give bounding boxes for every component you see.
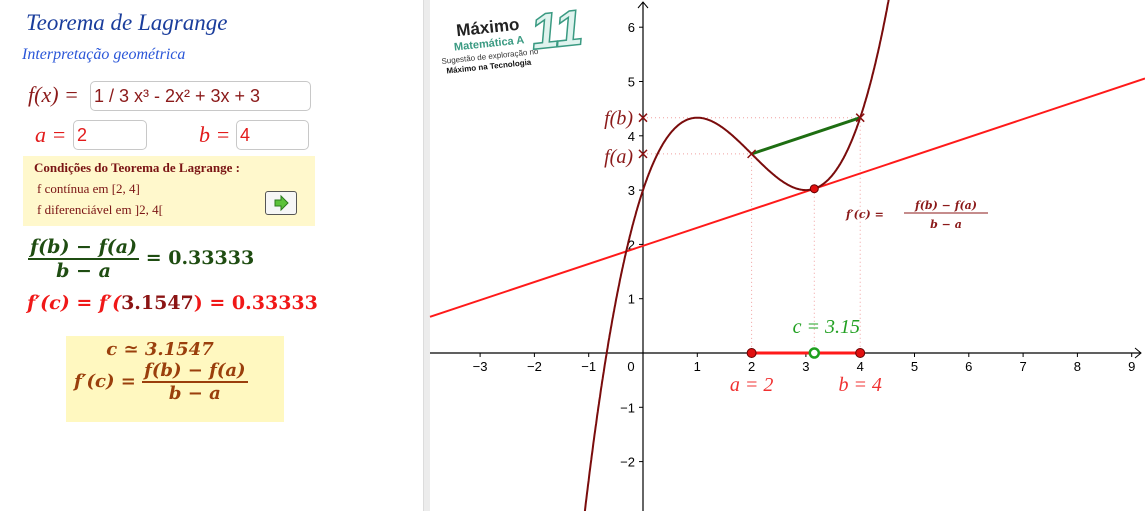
- function-input[interactable]: [90, 81, 311, 111]
- y-tick-label: −1: [620, 400, 635, 415]
- a-label: a =: [35, 122, 67, 147]
- fa-axis-mark: [638, 149, 648, 159]
- point-a: [746, 348, 757, 358]
- y-tick-label: −2: [620, 455, 635, 470]
- tangent-line: [429, 77, 1145, 318]
- x-tick-label: 7: [1019, 359, 1026, 374]
- secant-value: = 0.33333: [145, 247, 255, 269]
- c-approx: c ≃ 3.1547: [106, 339, 214, 360]
- x-tick-label: 1: [694, 359, 701, 374]
- logo-number: 11: [527, 0, 586, 61]
- y-tick-label: 1: [628, 292, 635, 307]
- arrow-right-icon: [274, 194, 289, 212]
- condition-continuous: f contínua em [2, 4]: [37, 181, 140, 196]
- conditions-panel: Condições do Teorema de Lagrange : f con…: [23, 156, 315, 226]
- x-tick-label: 2: [748, 359, 755, 374]
- secant-numerator: f(b) − f(a): [28, 236, 140, 260]
- b-point-label: b = 4: [838, 374, 882, 396]
- next-button[interactable]: [265, 191, 297, 215]
- conclusion-numerator: f(b) − f(a): [142, 360, 248, 383]
- annotation-lhs: f′(c) =: [845, 208, 884, 221]
- x-tick-label: 6: [965, 359, 972, 374]
- y-tick-label: 6: [628, 20, 635, 35]
- x-tick-label: 4: [857, 359, 864, 374]
- secant-slope-equation: f(b) − f(a) b − a = 0.33333: [28, 236, 254, 282]
- derivative-right: ) = 0.33333: [193, 292, 318, 314]
- y-axis-arrow-icon: [637, 1, 649, 9]
- x-tick-label: 0: [627, 359, 634, 374]
- y-tick-label: 3: [628, 183, 635, 198]
- annotation-denominator: b − a: [930, 218, 962, 231]
- c-label: c = 3.15: [793, 316, 860, 338]
- a-input[interactable]: [73, 120, 147, 150]
- function-curve: [583, 0, 890, 511]
- point-a-on-curve: [747, 149, 757, 159]
- fb-axis-mark: [638, 113, 648, 123]
- conditions-heading: Condições do Teorema de Lagrange :: [34, 160, 240, 175]
- panel-divider[interactable]: [423, 0, 430, 511]
- y-tick-label: 2: [628, 237, 635, 252]
- point-b-on-curve: [855, 113, 865, 123]
- x-tick-label: 8: [1074, 359, 1081, 374]
- x-tick-label: −3: [473, 359, 488, 374]
- tangent-point: [809, 184, 819, 194]
- conclusion-lhs: f′(c) =: [74, 371, 136, 392]
- secant-segment: [751, 116, 861, 156]
- b-label: b =: [199, 122, 231, 147]
- x-tick-label: −1: [581, 359, 596, 374]
- secant-denominator: b − a: [56, 260, 111, 282]
- a-point-label: a = 2: [730, 374, 774, 396]
- x-tick-label: −2: [527, 359, 542, 374]
- y-tick-label: 5: [628, 75, 635, 90]
- b-input[interactable]: [236, 120, 309, 150]
- derivative-c: 3.1547: [121, 292, 194, 314]
- fa-label: f(a): [604, 146, 633, 168]
- x-tick-label: 3: [802, 359, 809, 374]
- fb-label: f(b): [604, 108, 633, 130]
- x-tick-label: 5: [911, 359, 918, 374]
- x-axis-arrow-icon: [1134, 347, 1142, 359]
- condition-differentiable: f diferenciável em ]2, 4[: [37, 202, 163, 217]
- page-title: Teorema de Lagrange: [26, 10, 228, 35]
- x-tick-label: 9: [1128, 359, 1135, 374]
- point-b: [855, 348, 866, 358]
- conclusion-box: c ≃ 3.1547 f′(c) = f(b) − f(a) b − a: [66, 336, 284, 422]
- point-c: [808, 347, 821, 359]
- f-label: f(x) =: [28, 82, 79, 107]
- y-tick-label: 4: [628, 129, 635, 144]
- derivative-equation: f′(c) = f′(3.1547) = 0.33333: [27, 292, 318, 314]
- page-subtitle: Interpretação geométrica: [22, 46, 186, 63]
- derivative-left: f′(c) = f′(: [27, 292, 122, 314]
- annotation-numerator: f(b) − f(a): [914, 199, 977, 212]
- conclusion-denominator: b − a: [168, 383, 221, 404]
